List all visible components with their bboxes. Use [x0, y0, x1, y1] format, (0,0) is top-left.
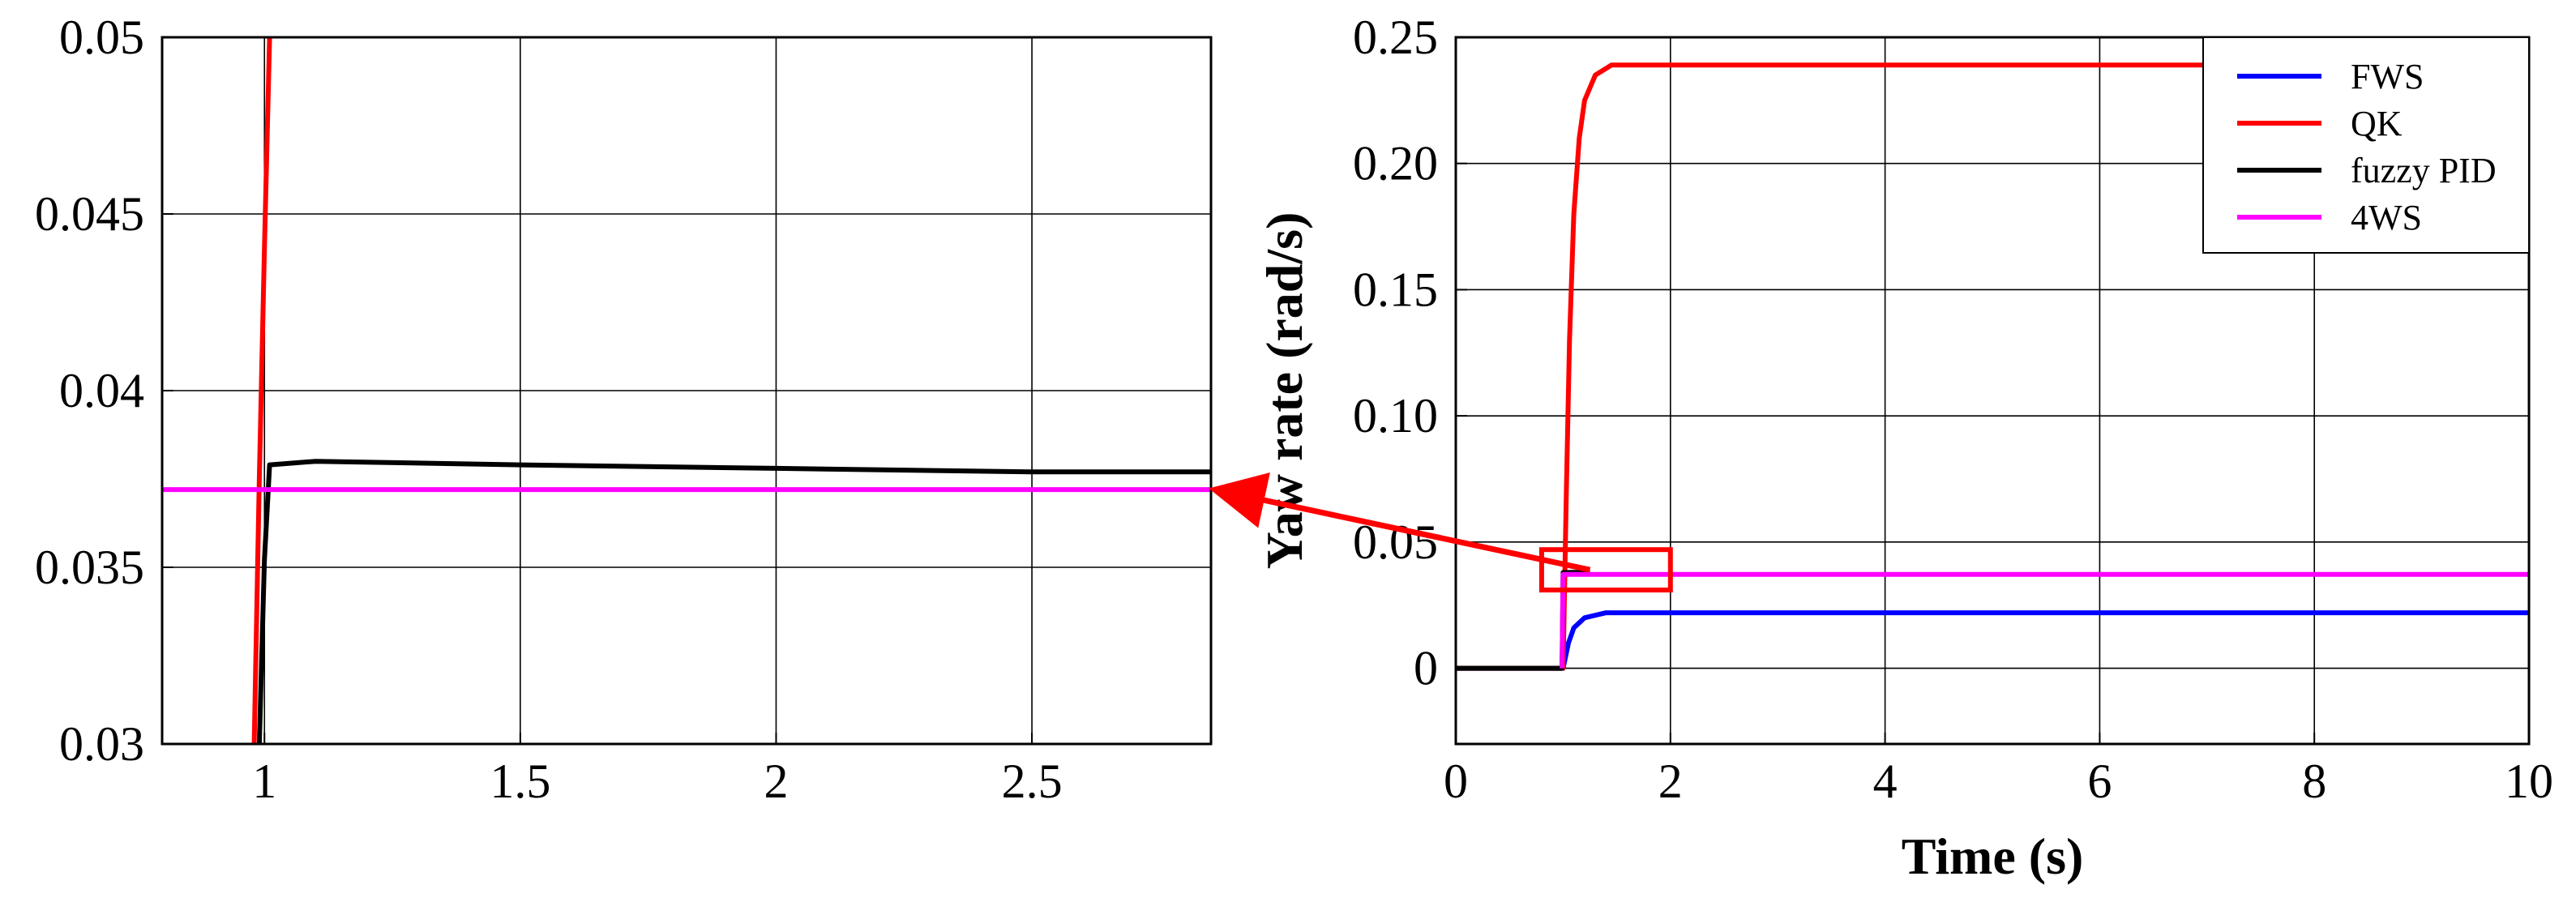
inset-y-tick-label: 0.05: [59, 11, 144, 64]
main-y-tick-label: 0.15: [1353, 263, 1438, 316]
main-y-tick-label: 0.20: [1353, 137, 1438, 190]
legend-label-fws: FWS: [2351, 57, 2424, 96]
zoom-box: [1538, 547, 1673, 593]
zoom-arrow: [1209, 472, 1591, 573]
main-x-tick-label: 10: [2505, 755, 2553, 808]
main-y-tick-label: 0.25: [1353, 11, 1438, 64]
main-frame: [1454, 36, 2531, 746]
main-x-tick-label: 6: [2087, 755, 2112, 808]
main-x-tick-label: 2: [1658, 755, 1683, 808]
inset-y-tick-label: 0.03: [59, 717, 144, 771]
inset-series-qk: [251, 37, 272, 744]
inset-y-tick-label: 0.035: [35, 541, 144, 594]
main-y-tick-label: 0.10: [1353, 389, 1438, 442]
legend: FWS QK fuzzy PID 4WS: [2202, 36, 2530, 254]
main-x-tick-label: 0: [1444, 755, 1468, 808]
inset-y-tick-label: 0.04: [59, 364, 144, 417]
zoomed-inset-chart: 1 1.5 2 2.5 0.03 0.035 0.04 0.045 0.05: [35, 11, 1213, 808]
inset-x-tick-label: 2.5: [1002, 755, 1063, 808]
x-axis-label: Time (s): [1902, 827, 2084, 885]
y-axis-label: Yaw rate (rad/s): [1256, 212, 1313, 570]
inset-ticks: 1 1.5 2 2.5 0.03 0.035 0.04 0.045 0.05: [35, 11, 1063, 808]
main-x-tick-label: 8: [2302, 755, 2326, 808]
inset-series-fuzzy-pid: [256, 459, 1211, 744]
legend-label-qk: QK: [2351, 104, 2403, 143]
legend-label-4ws: 4WS: [2351, 198, 2422, 237]
inset-y-tick-label: 0.045: [35, 187, 144, 241]
inset-x-tick-label: 2: [764, 755, 788, 808]
main-series-4ws: [1560, 571, 2529, 669]
main-x-tick-label: 4: [1873, 755, 1898, 808]
inset-x-tick-label: 1: [252, 755, 276, 808]
main-y-tick-label: 0: [1414, 642, 1438, 695]
inset-series: [162, 37, 1211, 744]
inset-x-tick-label: 1.5: [490, 755, 550, 808]
legend-label-fuzzy-pid: fuzzy PID: [2351, 151, 2497, 190]
